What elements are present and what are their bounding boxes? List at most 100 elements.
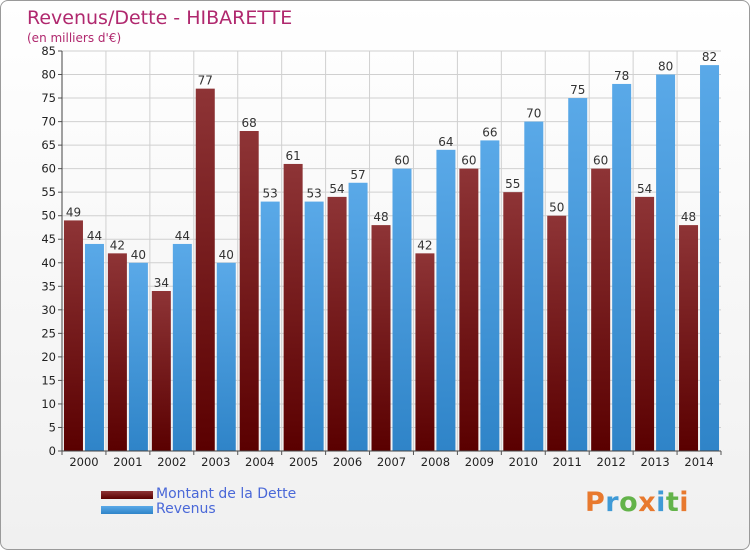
y-tick-label: 55: [41, 185, 56, 199]
logo-letter: r: [605, 487, 620, 518]
x-tick-label: 2006: [333, 455, 362, 469]
y-tick-label: 5: [49, 420, 56, 434]
y-tick-label: 65: [41, 138, 56, 152]
data-label-revenus: 80: [658, 60, 673, 74]
x-tick-label: 2012: [597, 455, 626, 469]
data-label-dette: 50: [549, 201, 564, 215]
x-tick-label: 2002: [157, 455, 186, 469]
data-label-dette: 77: [198, 74, 213, 88]
x-tick-label: 2011: [553, 455, 582, 469]
bar-dette: [371, 225, 391, 451]
logo-letter: x: [638, 487, 657, 518]
bar-dette: [283, 163, 303, 452]
bars: [63, 65, 720, 452]
x-tick-label: 2009: [465, 455, 494, 469]
x-tick-label: 2003: [201, 455, 230, 469]
data-label-revenus: 57: [350, 168, 365, 182]
y-tick-label: 10: [41, 397, 56, 411]
x-tick-label: 2004: [245, 455, 274, 469]
bar-dette: [151, 291, 171, 451]
data-label-revenus: 78: [614, 69, 629, 83]
bar-revenus: [700, 65, 720, 451]
legend-label-revenus: Revenus: [156, 501, 216, 517]
data-label-revenus: 82: [702, 50, 717, 64]
y-tick-label: 15: [41, 373, 56, 387]
legend-swatch-dette: [101, 491, 153, 499]
data-label-revenus: 44: [87, 229, 102, 243]
data-label-revenus: 64: [438, 135, 453, 149]
bar-revenus: [128, 262, 148, 451]
data-label-revenus: 53: [263, 187, 278, 201]
bar-dette: [63, 220, 83, 451]
data-label-revenus: 40: [219, 248, 234, 262]
y-tick-label: 85: [41, 44, 56, 58]
bar-revenus: [436, 149, 456, 451]
x-tick-label: 2001: [113, 455, 142, 469]
data-label-revenus: 40: [131, 248, 146, 262]
grid-lines: [62, 50, 721, 452]
y-tick-label: 30: [41, 303, 56, 317]
data-label-dette: 68: [242, 116, 257, 130]
x-tick-label: 2007: [377, 455, 406, 469]
bar-dette: [635, 196, 655, 451]
y-tick-label: 45: [41, 232, 56, 246]
bar-dette: [239, 131, 259, 451]
bar-revenus: [216, 262, 236, 451]
bar-dette: [327, 196, 347, 451]
x-tick-label: 2013: [640, 455, 669, 469]
data-label-revenus: 70: [526, 107, 541, 121]
bar-revenus: [392, 168, 412, 451]
bar-revenus: [172, 243, 192, 451]
bar-dette: [547, 215, 567, 451]
x-tick-label: 2000: [69, 455, 98, 469]
data-label-dette: 60: [593, 154, 608, 168]
bar-dette: [459, 168, 479, 451]
chart-title: Revenus/Dette - HIBARETTE: [27, 7, 293, 29]
bar-dette: [415, 253, 435, 451]
bar-dette: [107, 253, 127, 451]
data-label-dette: 34: [154, 276, 169, 290]
data-label-dette: 55: [505, 177, 520, 191]
data-label-dette: 54: [637, 182, 652, 196]
bar-dette: [195, 88, 215, 451]
data-label-revenus: 44: [175, 229, 190, 243]
logo-letter: P: [585, 487, 606, 518]
data-labels: 49 44 42 40 34 44 77 40 68 53 61 53 54 57 48 60 42 64 60 66…: [66, 50, 717, 290]
data-label-dette: 60: [461, 154, 476, 168]
bar-dette: [503, 192, 523, 452]
x-tick-label: 2005: [289, 455, 318, 469]
logo-letter: t: [665, 487, 680, 518]
y-tick-label: 50: [41, 209, 56, 223]
legend-swatch-revenus: [101, 506, 153, 514]
data-label-revenus: 75: [570, 83, 585, 97]
y-tick-label: 40: [41, 256, 56, 270]
data-label-dette: 61: [285, 149, 300, 163]
y-tick-label: 35: [41, 279, 56, 293]
logo-letter: i: [656, 487, 666, 518]
bar-revenus: [84, 243, 104, 451]
x-tick-label: 2014: [684, 455, 713, 469]
axes: 0 5 10 15 20 25 30 35 40 45 50 55 60 65 70 75 80 85 2000 20…: [41, 44, 722, 469]
data-label-dette: 48: [373, 210, 388, 224]
data-label-revenus: 53: [306, 187, 321, 201]
y-tick-label: 20: [41, 350, 56, 364]
data-label-revenus: 66: [482, 125, 497, 139]
bar-revenus: [524, 121, 544, 452]
bar-revenus: [348, 182, 368, 451]
data-label-dette: 42: [110, 238, 125, 252]
y-tick-label: 60: [41, 162, 56, 176]
bar-dette: [679, 225, 699, 451]
logo-letter: i: [679, 487, 690, 518]
y-tick-label: 0: [49, 444, 56, 458]
x-tick-label: 2010: [509, 455, 538, 469]
bar-revenus: [260, 201, 280, 451]
data-label-dette: 54: [329, 182, 344, 196]
bar-revenus: [568, 98, 588, 451]
legend-label-dette: Montant de la Dette: [156, 486, 297, 502]
bar-revenus: [480, 140, 500, 452]
y-tick-label: 75: [41, 91, 56, 105]
chart-subtitle: (en milliers d'€): [27, 31, 122, 45]
data-label-dette: 48: [681, 210, 696, 224]
